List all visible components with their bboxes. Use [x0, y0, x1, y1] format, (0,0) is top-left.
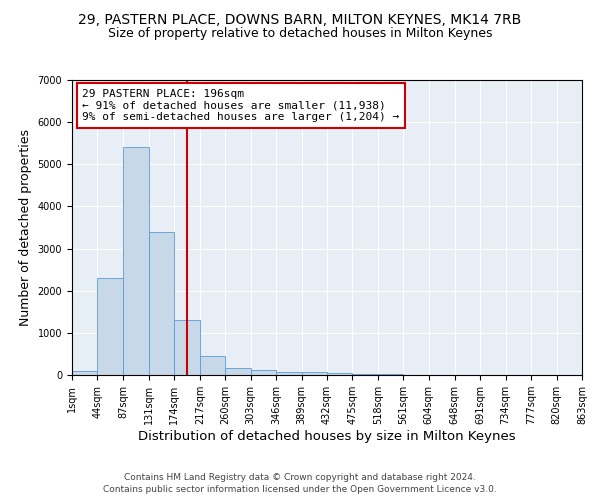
Bar: [378, 374, 403, 375]
Bar: [276, 372, 302, 375]
Bar: [225, 368, 251, 375]
Bar: [251, 370, 276, 375]
X-axis label: Distribution of detached houses by size in Milton Keynes: Distribution of detached houses by size …: [138, 430, 516, 443]
Bar: [175, 320, 200, 375]
Bar: [352, 374, 378, 375]
Bar: [72, 371, 97, 375]
Bar: [302, 372, 327, 375]
Text: 29, PASTERN PLACE, DOWNS BARN, MILTON KEYNES, MK14 7RB: 29, PASTERN PLACE, DOWNS BARN, MILTON KE…: [79, 12, 521, 26]
Text: Size of property relative to detached houses in Milton Keynes: Size of property relative to detached ho…: [108, 28, 492, 40]
Bar: [200, 356, 225, 375]
Bar: [123, 148, 149, 375]
Bar: [97, 278, 123, 375]
Y-axis label: Number of detached properties: Number of detached properties: [19, 129, 32, 326]
Text: Contains public sector information licensed under the Open Government Licence v3: Contains public sector information licen…: [103, 485, 497, 494]
Bar: [149, 232, 175, 375]
Text: Contains HM Land Registry data © Crown copyright and database right 2024.: Contains HM Land Registry data © Crown c…: [124, 472, 476, 482]
Bar: [327, 373, 352, 375]
Text: 29 PASTERN PLACE: 196sqm
← 91% of detached houses are smaller (11,938)
9% of sem: 29 PASTERN PLACE: 196sqm ← 91% of detach…: [82, 89, 400, 122]
